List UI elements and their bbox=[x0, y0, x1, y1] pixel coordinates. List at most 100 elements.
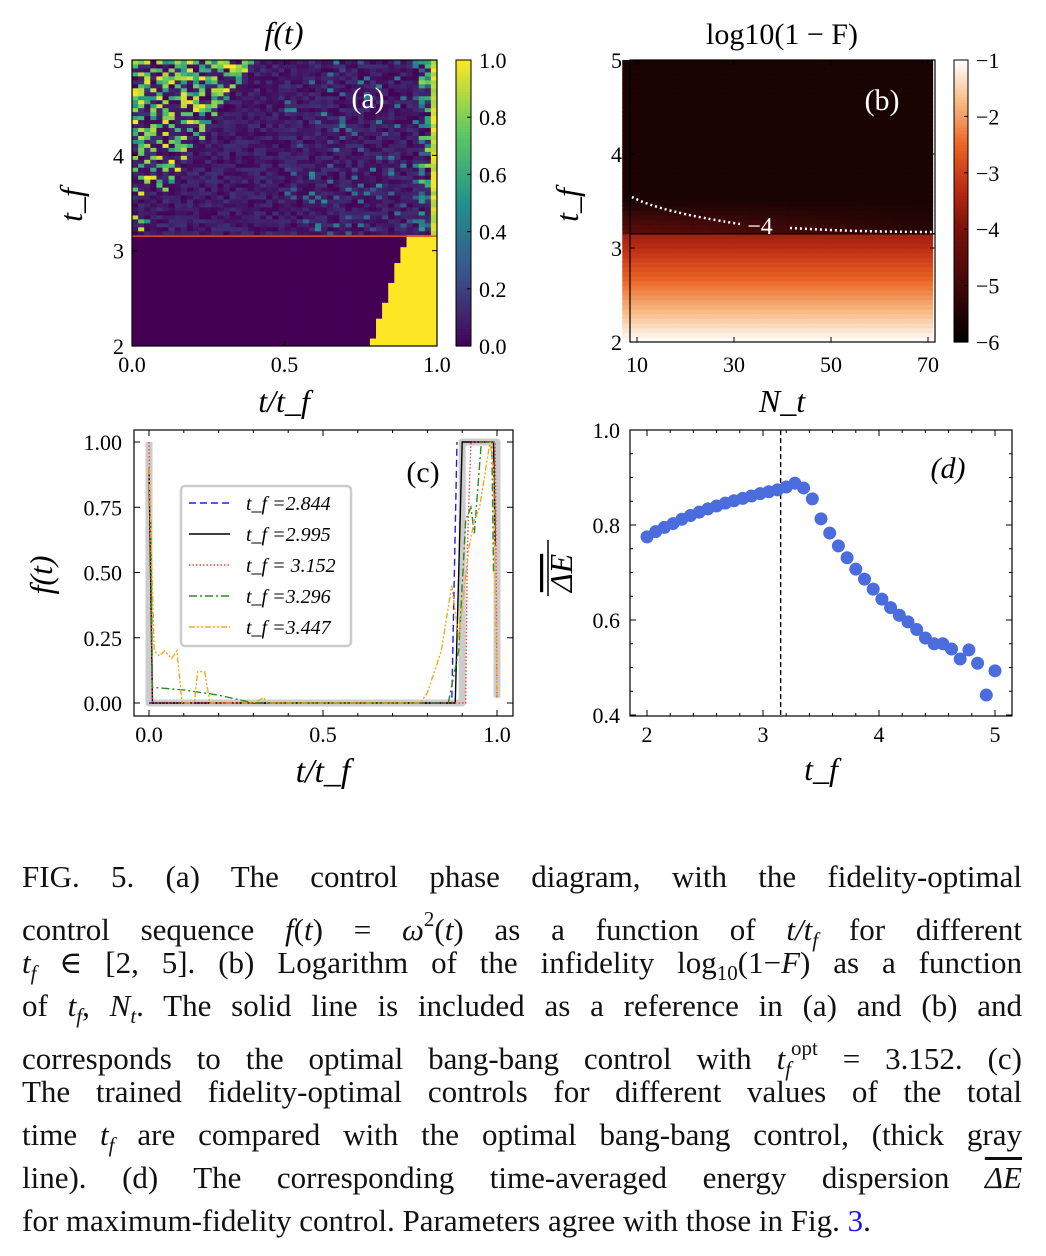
heatmap-cell bbox=[168, 115, 176, 121]
heatmap-cell bbox=[278, 262, 285, 268]
heatmap-cell bbox=[254, 294, 261, 299]
heatmap-cell bbox=[180, 258, 188, 264]
heatmap-cell bbox=[205, 195, 212, 200]
heatmap-cell bbox=[738, 304, 749, 310]
heatmap-cell bbox=[845, 309, 856, 315]
heatmap-cell bbox=[363, 103, 371, 109]
heatmap-cell bbox=[278, 175, 285, 180]
heatmap-cell bbox=[430, 131, 438, 136]
heatmap-cell bbox=[162, 270, 170, 275]
heatmap-cell bbox=[150, 242, 157, 248]
heatmap-cell bbox=[150, 167, 157, 172]
heatmap-cell bbox=[247, 63, 255, 69]
heatmap-cell bbox=[357, 71, 365, 77]
heatmap-cell bbox=[302, 222, 310, 228]
heatmap-cell bbox=[193, 274, 200, 279]
heatmap-cell bbox=[400, 91, 407, 97]
heatmap-cell bbox=[418, 91, 426, 97]
heatmap-cell bbox=[223, 218, 231, 224]
colorbar-cell bbox=[456, 300, 471, 304]
heatmap-cell bbox=[333, 306, 340, 311]
heatmap-cell bbox=[138, 87, 145, 93]
heatmap-cell bbox=[150, 143, 157, 148]
heatmap-cell bbox=[922, 243, 934, 249]
colorbar-cell bbox=[456, 308, 471, 313]
heatmap-cell bbox=[162, 99, 170, 105]
heatmap-cell bbox=[903, 252, 914, 258]
heatmap-cell bbox=[758, 177, 769, 183]
heatmap-cell bbox=[327, 242, 334, 248]
heatmap-cell bbox=[382, 306, 389, 311]
heatmap-cell bbox=[369, 151, 377, 156]
heatmap-cell bbox=[382, 151, 389, 156]
heatmap-cell bbox=[738, 327, 749, 334]
heatmap-cell bbox=[339, 254, 346, 260]
heatmap-cell bbox=[266, 242, 273, 248]
heatmap-cell bbox=[302, 218, 310, 224]
heatmap-cell bbox=[290, 179, 298, 184]
heatmap-cell bbox=[308, 119, 316, 125]
colorbar-cell bbox=[456, 182, 471, 187]
heatmap-cell bbox=[357, 95, 365, 101]
heatmap-cell bbox=[260, 222, 267, 228]
heatmap-cell bbox=[394, 226, 401, 232]
heatmap-cell bbox=[394, 218, 401, 224]
heatmap-cell bbox=[418, 326, 426, 331]
heatmap-cell bbox=[400, 175, 407, 180]
heatmap-cell bbox=[376, 195, 383, 200]
heatmap-cell bbox=[903, 248, 914, 254]
heatmap-cell bbox=[229, 103, 237, 109]
heatmap-cell bbox=[193, 306, 200, 311]
heatmap-cell bbox=[369, 230, 377, 236]
heatmap-cell bbox=[903, 163, 914, 169]
heatmap-cell bbox=[205, 99, 212, 105]
heatmap-cell bbox=[247, 314, 255, 319]
heatmap-cell bbox=[376, 210, 383, 216]
heatmap-cell bbox=[266, 127, 273, 132]
heatmap-cell bbox=[388, 63, 395, 69]
heatmap-cell bbox=[144, 342, 151, 347]
heatmap-cell bbox=[266, 91, 273, 97]
heatmap-cell bbox=[719, 233, 730, 240]
heatmap-cell bbox=[748, 215, 759, 221]
heatmap-cell bbox=[339, 322, 346, 327]
heatmap-cell bbox=[758, 172, 769, 178]
heatmap-cell bbox=[357, 75, 365, 81]
heatmap-cell bbox=[903, 219, 914, 225]
heatmap-cell bbox=[260, 151, 267, 156]
heatmap-cell bbox=[796, 337, 808, 343]
heatmap-cell bbox=[241, 143, 249, 148]
heatmap-cell bbox=[835, 332, 846, 338]
heatmap-cell bbox=[247, 175, 255, 180]
heatmap-cell bbox=[719, 309, 730, 315]
heatmap-cell bbox=[296, 199, 304, 204]
heatmap-cell bbox=[174, 254, 182, 260]
heatmap-cell bbox=[217, 214, 224, 220]
heatmap-cell bbox=[241, 123, 249, 129]
heatmap-cell bbox=[709, 177, 720, 183]
heatmap-cell bbox=[709, 323, 720, 329]
heatmap-cell bbox=[787, 332, 798, 338]
heatmap-cell bbox=[424, 63, 432, 69]
heatmap-cell bbox=[205, 163, 212, 168]
heatmap-cell bbox=[903, 309, 914, 315]
heatmap-cell bbox=[272, 302, 279, 307]
heatmap-cell bbox=[369, 95, 377, 101]
heatmap-cell bbox=[382, 143, 389, 148]
heatmap-cell bbox=[260, 298, 267, 303]
heatmap-cell bbox=[254, 254, 261, 260]
heatmap-cell bbox=[806, 168, 817, 174]
heatmap-cell bbox=[738, 238, 749, 244]
heatmap-cell bbox=[787, 182, 798, 188]
heatmap-cell bbox=[333, 95, 340, 101]
heatmap-cell bbox=[315, 167, 322, 172]
heatmap-cell bbox=[132, 306, 139, 311]
heatmap-cell bbox=[767, 186, 778, 193]
heatmap-cell bbox=[144, 183, 151, 188]
heatmap-cell bbox=[321, 342, 328, 347]
heatmap-cell bbox=[290, 258, 298, 264]
heatmap-cell bbox=[382, 179, 389, 184]
heatmap-cell bbox=[327, 286, 334, 291]
heatmap-cell bbox=[651, 280, 662, 287]
heatmap-cell bbox=[351, 199, 359, 204]
